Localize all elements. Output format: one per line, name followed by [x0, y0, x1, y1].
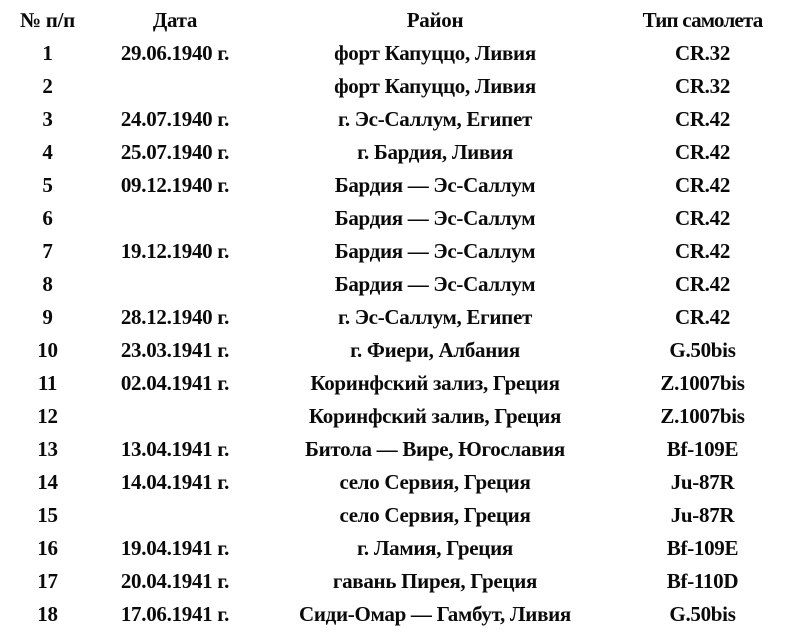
- cell-num: 4: [42, 140, 53, 164]
- cell-type: Z.1007bis: [660, 404, 745, 428]
- table-row: 3 24.07.1940 г. г. Эс-Саллум, Египет CR.42: [0, 103, 790, 136]
- cell-num: 16: [37, 536, 58, 560]
- cell-region: форт Капуццо, Ливия: [334, 41, 536, 65]
- cell-date: [95, 268, 255, 301]
- cell-num: 14: [37, 470, 58, 494]
- cell-region: Бардия — Эс-Саллум: [334, 239, 536, 263]
- cell-date: 02.04.1941 г.: [120, 371, 230, 395]
- column-header-type: Тип самолета: [642, 8, 764, 32]
- table-row: 14 14.04.1941 г. село Сервия, Греция Ju-87R: [0, 466, 790, 499]
- cell-date: 28.12.1940 г.: [120, 305, 230, 329]
- cell-type: G.50bis: [669, 338, 736, 362]
- table-row: 15 село Сервия, Греция Ju-87R: [0, 499, 790, 532]
- cell-type: CR.32: [674, 41, 731, 65]
- cell-region: Бардия — Эс-Саллум: [334, 173, 536, 197]
- cell-type: Bf-110D: [666, 569, 739, 593]
- table-row: 9 28.12.1940 г. г. Эс-Саллум, Египет CR.42: [0, 301, 790, 334]
- cell-region: г. Эс-Саллум, Египет: [337, 107, 533, 131]
- cell-date: 09.12.1940 г.: [120, 173, 230, 197]
- cell-num: 10: [37, 338, 58, 362]
- cell-type: G.50bis: [669, 602, 736, 626]
- cell-num: 2: [42, 74, 53, 98]
- table-row: 11 02.04.1941 г. Коринфский зализ, Греция Z…: [0, 367, 790, 400]
- cell-date: 13.04.1941 г.: [120, 437, 230, 461]
- cell-date: [95, 499, 255, 532]
- cell-region: г. Фиери, Албания: [350, 338, 520, 362]
- column-header-region: Район: [406, 8, 464, 32]
- cell-region: г. Ламия, Греция: [357, 536, 513, 560]
- cell-num: 15: [37, 503, 58, 527]
- cell-region: г. Эс-Саллум, Египет: [337, 305, 533, 329]
- table-row: 12 Коринфский залив, Греция Z.1007bis: [0, 400, 790, 433]
- cell-type: Ju-87R: [670, 470, 735, 494]
- cell-type: CR.42: [674, 107, 731, 131]
- cell-date: 14.04.1941 г.: [120, 470, 230, 494]
- cell-type: Bf-109E: [666, 437, 739, 461]
- cell-num: 1: [42, 41, 53, 65]
- cell-date: 23.03.1941 г.: [120, 338, 230, 362]
- table-row: 8 Бардия — Эс-Саллум CR.42: [0, 268, 790, 301]
- cell-date: 20.04.1941 г.: [120, 569, 230, 593]
- cell-date: [95, 202, 255, 235]
- cell-date: 17.06.1941 г.: [120, 602, 230, 626]
- cell-type: CR.32: [674, 74, 731, 98]
- cell-num: 13: [37, 437, 58, 461]
- cell-region: Бардия — Эс-Саллум: [334, 206, 536, 230]
- cell-region: Коринфский залив, Греция: [308, 404, 562, 428]
- cell-type: CR.42: [674, 239, 731, 263]
- table-row: 1 29.06.1940 г. форт Капуццо, Ливия CR.32: [0, 37, 790, 70]
- table-row: 10 23.03.1941 г. г. Фиери, Албания G.50bis: [0, 334, 790, 367]
- table-header: № п/п Дата Район Тип самолета: [0, 4, 790, 37]
- cell-date: [95, 400, 255, 433]
- table-row: 16 19.04.1941 г. г. Ламия, Греция Bf-109E: [0, 532, 790, 565]
- cell-type: CR.42: [674, 173, 731, 197]
- cell-num: 3: [42, 107, 53, 131]
- cell-date: [95, 70, 255, 103]
- cell-date: 25.07.1940 г.: [120, 140, 230, 164]
- table-row: 4 25.07.1940 г. г. Бардия, Ливия CR.42: [0, 136, 790, 169]
- table-body: 1 29.06.1940 г. форт Капуццо, Ливия CR.32 2 ф…: [0, 37, 790, 631]
- cell-region: гавань Пирея, Греция: [332, 569, 538, 593]
- table-row: 7 19.12.1940 г. Бардия — Эс-Саллум CR.42: [0, 235, 790, 268]
- cell-date: 19.12.1940 г.: [120, 239, 230, 263]
- cell-num: 12: [37, 404, 58, 428]
- table-row: 13 13.04.1941 г. Битола — Вире, Югославия B…: [0, 433, 790, 466]
- cell-region: Сиди-Омар — Гамбут, Ливия: [299, 602, 571, 626]
- cell-type: Z.1007bis: [660, 371, 745, 395]
- cell-type: CR.42: [674, 206, 731, 230]
- cell-type: CR.42: [674, 305, 731, 329]
- cell-type: Bf-109E: [666, 536, 739, 560]
- cell-type: CR.42: [674, 272, 731, 296]
- cell-region: село Сервия, Греция: [339, 503, 531, 527]
- victory-table: № п/п Дата Район Тип самолета 1 29.06.194…: [0, 4, 790, 631]
- table-row: 2 форт Капуццо, Ливия CR.32: [0, 70, 790, 103]
- cell-date: 19.04.1941 г.: [120, 536, 230, 560]
- cell-num: 9: [42, 305, 53, 329]
- cell-num: 11: [37, 371, 58, 395]
- column-header-date: Дата: [152, 8, 198, 32]
- table-row: 17 20.04.1941 г. гавань Пирея, Греция Bf-11…: [0, 565, 790, 598]
- cell-region: село Сервия, Греция: [339, 470, 531, 494]
- column-header-num: № п/п: [20, 8, 75, 32]
- table-row: 5 09.12.1940 г. Бардия — Эс-Саллум CR.42: [0, 169, 790, 202]
- cell-num: 18: [37, 602, 58, 626]
- cell-type: CR.42: [674, 140, 731, 164]
- cell-region: форт Капуццо, Ливия: [334, 74, 536, 98]
- cell-num: 17: [37, 569, 58, 593]
- cell-num: 5: [42, 173, 53, 197]
- cell-region: Битола — Вире, Югославия: [305, 437, 565, 461]
- cell-date: 29.06.1940 г.: [120, 41, 230, 65]
- cell-num: 7: [42, 239, 53, 263]
- cell-region: Коринфский зализ, Греция: [310, 371, 560, 395]
- table-row: 6 Бардия — Эс-Саллум CR.42: [0, 202, 790, 235]
- cell-region: г. Бардия, Ливия: [357, 140, 513, 164]
- cell-date: 24.07.1940 г.: [120, 107, 230, 131]
- cell-region: Бардия — Эс-Саллум: [334, 272, 536, 296]
- table-row: 18 17.06.1941 г. Сиди-Омар — Гамбут, Ливия…: [0, 598, 790, 631]
- cell-type: Ju-87R: [670, 503, 735, 527]
- cell-num: 6: [42, 206, 53, 230]
- cell-num: 8: [42, 272, 53, 296]
